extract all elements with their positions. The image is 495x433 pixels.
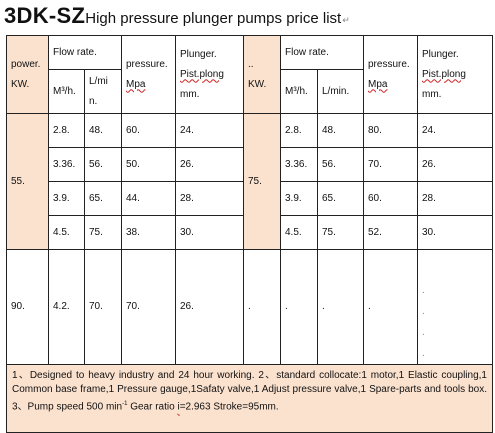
header-power: power. KW.	[6, 35, 49, 114]
header-pressure: pressure. Mpa	[121, 35, 176, 114]
pressure-cell-right: .	[363, 249, 418, 365]
flow-lmin-cell-right: 65.	[317, 181, 364, 216]
flow-m3h-cell: 4.5.	[48, 215, 85, 250]
flow-m3h-cell-right: .	[280, 249, 318, 365]
plunger-cell: 28.	[175, 181, 244, 216]
pressure-cell-right: 70.	[363, 147, 418, 182]
flow-lmin-cell-right: .	[317, 249, 364, 365]
pressure-cell: 38.	[121, 215, 176, 250]
plunger-cell-right: 26.	[417, 147, 493, 182]
header-flow-rate: Flow rate.	[48, 35, 122, 70]
empty-paragraph-mark: .	[422, 348, 425, 359]
header-power-right: .. KW.	[243, 35, 281, 114]
table-row: 55. 2.8. 48. 60. 24. 75. 2.8. 48. 80. 24…	[6, 113, 493, 250]
header-flow-lmin: L/mi n.	[84, 69, 122, 114]
price-table: power. KW. Flow rate. pressure. Mpa Plun…	[6, 35, 493, 433]
flow-m3h-cell-right: 4.5.	[280, 215, 318, 250]
empty-paragraph-mark: .	[422, 306, 425, 317]
header-plunger: Plunger. Pist.plong mm.	[175, 35, 244, 114]
header-flow-m3h-right: M³/h.	[280, 69, 318, 114]
plunger-cell-right: 30.	[417, 215, 493, 250]
plunger-cell: 30.	[175, 215, 244, 250]
flow-lmin-cell: 70.	[84, 249, 122, 365]
flow-lmin-cell: 56.	[84, 147, 122, 182]
plunger-cell: 26.	[175, 147, 244, 182]
flow-lmin-cell: 75.	[84, 215, 122, 250]
flow-m3h-cell-right: 2.8.	[280, 113, 318, 148]
header-flow-rate-right: Flow rate.	[280, 35, 364, 70]
power-cell-right: 75.	[243, 113, 281, 250]
pressure-cell-right: 60.	[363, 181, 418, 216]
notes-cell: 1、Designed to heavy industry and 24 hour…	[6, 364, 493, 433]
flow-m3h-cell: 2.8.	[48, 113, 85, 148]
flow-lmin-cell: 48.	[84, 113, 122, 148]
flow-m3h-cell-right: 3.9.	[280, 181, 318, 216]
plunger-cell-right: 28.	[417, 181, 493, 216]
plunger-cell-right: . . . .	[417, 249, 493, 365]
power-cell: 55.	[6, 113, 49, 250]
header-flow-lmin-right: L/min.	[317, 69, 364, 114]
flow-m3h-cell-right: 3.36.	[280, 147, 318, 182]
title-subtitle: High pressure plunger pumps price list	[85, 10, 342, 27]
header-flow-m3h: M³/h.	[48, 69, 85, 114]
table-row: 4.5. 75. 38. 30. 4.5. 75. 52. 30.	[7, 215, 493, 250]
flow-m3h-cell: 3.9.	[48, 181, 85, 216]
notes-row: 1、Designed to heavy industry and 24 hour…	[6, 364, 493, 433]
table-row: 3.9. 65. 44. 28. 3.9. 65. 60. 28.	[7, 181, 493, 216]
flow-lmin-cell: 65.	[84, 181, 122, 216]
model-name: 3DK-SZ	[4, 3, 86, 28]
header-row-2: M³/h. L/mi n. M³/h. L/min.	[7, 69, 493, 114]
flow-m3h-cell: 3.36.	[48, 147, 85, 182]
header-plunger-right: Plunger. Pist.plong mm.	[417, 35, 493, 114]
plunger-cell: 26.	[175, 249, 244, 365]
empty-paragraph-mark: .	[422, 285, 425, 296]
plunger-cell: 24.	[175, 113, 244, 148]
pressure-cell: 50.	[121, 147, 176, 182]
plunger-cell-right: 24.	[417, 113, 493, 148]
pressure-cell-right: 80.	[363, 113, 418, 148]
header-pressure-right: pressure. Mpa	[363, 35, 418, 114]
power-cell: 90.	[6, 249, 49, 365]
flow-lmin-cell-right: 48.	[317, 113, 364, 148]
table-row: 3.36. 56. 50. 26. 3.36. 56. 70. 26.	[7, 147, 493, 182]
pressure-cell: 44.	[121, 181, 176, 216]
pressure-cell: 60.	[121, 113, 176, 148]
power-cell-right: .	[243, 249, 281, 365]
paragraph-mark: ↵	[342, 15, 350, 25]
flow-lmin-cell-right: 75.	[317, 215, 364, 250]
pressure-cell-right: 52.	[363, 215, 418, 250]
flow-lmin-cell-right: 56.	[317, 147, 364, 182]
pressure-cell: 70.	[121, 249, 176, 365]
table-row: 90. 4.2. 70. 70. 26. . . . . . . . .	[6, 249, 493, 365]
header-row-1: power. KW. Flow rate. pressure. Mpa Plun…	[6, 35, 493, 114]
empty-paragraph-mark: .	[422, 327, 425, 338]
page-title: 3DK-SZHigh pressure plunger pumps price …	[4, 3, 350, 31]
flow-m3h-cell: 4.2.	[48, 249, 85, 365]
